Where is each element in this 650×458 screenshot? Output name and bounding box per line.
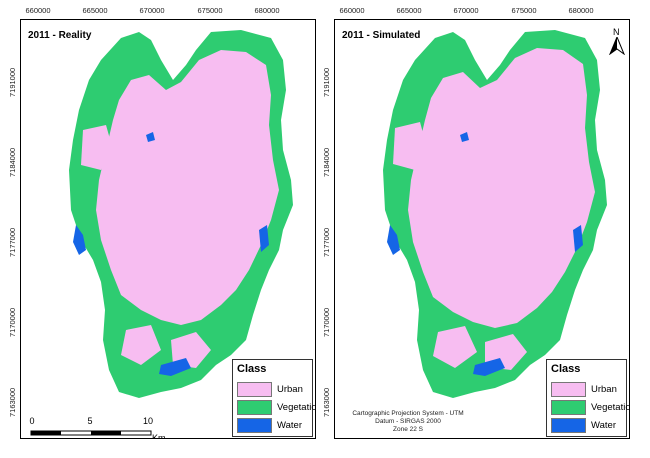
panel-title: 2011 - Reality [28, 30, 92, 41]
scale-label: 0 [29, 416, 35, 426]
urban-patch [121, 325, 161, 365]
vegetation-swatch [237, 400, 272, 415]
urban-patch [433, 326, 477, 368]
panel-title: 2011 - Simulated [342, 30, 421, 41]
urban-patch [81, 125, 113, 170]
legend-label: Water [591, 420, 616, 431]
urban-area [408, 48, 595, 328]
legend: Class Urban Vegetation Water [232, 359, 315, 437]
north-label: N [613, 27, 620, 37]
legend-item: Vegetation [237, 400, 315, 417]
projection-line: Datum - SIRGAS 2000 [375, 418, 441, 425]
x-tick-label: 660000 [25, 6, 51, 15]
water-area [146, 132, 155, 142]
water-area [259, 225, 269, 252]
y-tick-label: 7177000 [322, 227, 331, 257]
legend-label: Vegetation [277, 402, 315, 413]
x-tick-label: 670000 [453, 6, 479, 15]
water-area [460, 132, 469, 142]
north-arrow: N [609, 27, 625, 55]
legend-label: Water [277, 420, 302, 431]
water-swatch [237, 418, 272, 433]
urban-patch [171, 332, 211, 368]
legend-title: Class [237, 363, 267, 375]
urban-patch [393, 122, 427, 170]
projection-line: Cartographic Projection System - UTM [352, 410, 464, 417]
x-tick-label: 680000 [568, 6, 594, 15]
y-tick-label: 7163000 [8, 387, 17, 417]
map-panel-simulated: 2011 - Simulated N Cartographic Projecti… [334, 19, 630, 439]
y-tick-label: 7184000 [322, 147, 331, 177]
legend-item: Water [551, 418, 625, 435]
scale-bar: 0 5 10 Km [29, 416, 190, 439]
vegetation-swatch [551, 400, 586, 415]
x-tick-label: 675000 [197, 6, 223, 15]
y-tick-label: 7177000 [8, 227, 17, 257]
scale-label: 5 [87, 416, 93, 426]
scale-label: 10 [142, 416, 154, 426]
map-panel-reality: 2011 - Reality 0 5 10 Km Class Urban Veg… [20, 19, 316, 439]
legend-item: Urban [237, 382, 311, 399]
y-tick-label: 7170000 [322, 307, 331, 337]
water-area [159, 358, 191, 376]
urban-area [96, 50, 279, 325]
x-tick-label: 670000 [139, 6, 165, 15]
y-tick-label: 7170000 [8, 307, 17, 337]
urban-swatch [237, 382, 272, 397]
x-tick-label: 675000 [511, 6, 537, 15]
map-region-reality [69, 30, 293, 398]
legend: Class Urban Vegetation Water [546, 359, 629, 437]
legend-label: Urban [277, 384, 303, 395]
x-tick-label: 660000 [339, 6, 365, 15]
scale-unit: Km [152, 433, 166, 439]
y-tick-label: 7191000 [322, 67, 331, 97]
x-tick-label: 665000 [82, 6, 108, 15]
y-tick-label: 7184000 [8, 147, 17, 177]
water-area [73, 225, 86, 255]
legend-item: Water [237, 418, 311, 435]
map-region-simulated [383, 30, 607, 398]
projection-line: Zone 22 S [393, 426, 423, 433]
north-arrow-icon [609, 37, 625, 55]
legend-title: Class [551, 363, 581, 375]
water-area [473, 358, 505, 376]
water-swatch [551, 418, 586, 433]
projection-info: Cartographic Projection System - UTM Dat… [343, 410, 473, 434]
legend-label: Vegetation [591, 402, 629, 413]
water-area [573, 225, 583, 252]
legend-label: Urban [591, 384, 617, 395]
x-tick-label: 665000 [396, 6, 422, 15]
water-area [387, 225, 400, 255]
legend-item: Vegetation [551, 400, 629, 417]
scale-bar-graphic [30, 430, 152, 436]
legend-item: Urban [551, 382, 625, 399]
urban-swatch [551, 382, 586, 397]
y-tick-label: 7163000 [322, 387, 331, 417]
y-tick-label: 7191000 [8, 67, 17, 97]
x-tick-label: 680000 [254, 6, 280, 15]
